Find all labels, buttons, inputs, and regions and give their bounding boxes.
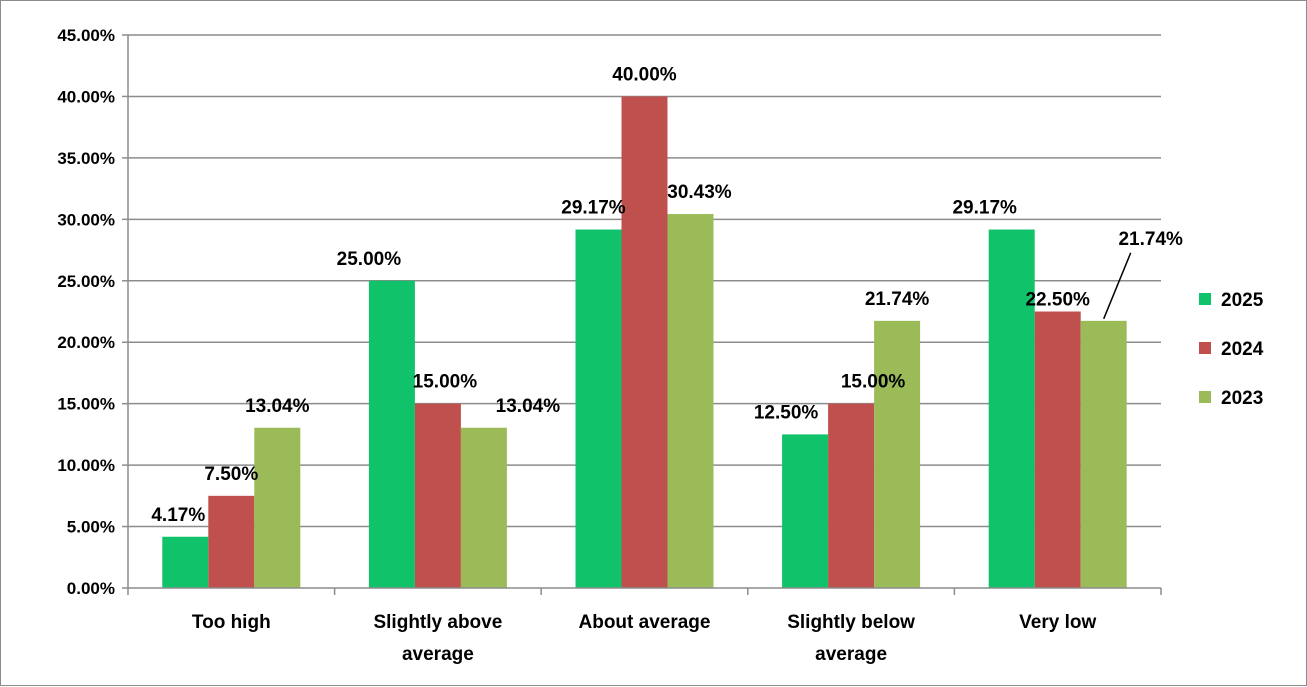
legend-label-2025: 2025 bbox=[1221, 290, 1264, 311]
bar-2025-1 bbox=[368, 280, 415, 588]
x-tick-label: Too high bbox=[192, 612, 271, 633]
legend-swatch-2024 bbox=[1199, 342, 1211, 354]
bar-2023-0 bbox=[254, 427, 301, 588]
bar-2023-4 bbox=[1080, 320, 1127, 588]
bar-2023-1 bbox=[460, 427, 507, 588]
y-tick-label: 25.00% bbox=[57, 272, 115, 291]
bar-2024-3 bbox=[828, 403, 875, 588]
y-tick-label: 35.00% bbox=[57, 149, 115, 168]
legend: 2025 2024 2023 bbox=[1199, 290, 1264, 409]
bar-2024-1 bbox=[414, 403, 461, 588]
legend-swatch-2023 bbox=[1199, 391, 1211, 403]
y-tick-label: 10.00% bbox=[57, 456, 115, 475]
data-label-2025-0: 4.17% bbox=[151, 505, 205, 526]
leader-line bbox=[1103, 252, 1132, 320]
bar-2025-3 bbox=[782, 434, 829, 588]
y-tick-label: 5.00% bbox=[67, 518, 115, 537]
data-label-2024-3: 15.00% bbox=[841, 372, 906, 393]
bar-2023-2 bbox=[667, 214, 714, 588]
data-label-2023-1: 13.04% bbox=[496, 396, 561, 417]
y-tick-label: 40.00% bbox=[57, 87, 115, 106]
y-tick-label: 30.00% bbox=[57, 210, 115, 229]
y-tick-label: 15.00% bbox=[57, 395, 115, 414]
legend-label-2023: 2023 bbox=[1221, 388, 1263, 409]
data-label-2025-3: 12.50% bbox=[754, 402, 819, 423]
x-tick-label: average bbox=[815, 644, 887, 665]
bar-2023-3 bbox=[874, 320, 921, 588]
legend-label-2024: 2024 bbox=[1221, 339, 1264, 360]
bars bbox=[162, 96, 1127, 588]
x-tick-label: average bbox=[402, 644, 474, 665]
x-tick-label: Slightly below bbox=[787, 612, 915, 633]
bar-2024-4 bbox=[1034, 311, 1081, 588]
y-tick-label: 20.00% bbox=[57, 333, 115, 352]
bar-2025-0 bbox=[162, 536, 209, 588]
data-label-2023-4: 21.74% bbox=[1118, 229, 1183, 250]
x-tick-label: About average bbox=[579, 612, 711, 633]
bar-2024-0 bbox=[208, 495, 255, 588]
bar-2024-2 bbox=[621, 96, 668, 588]
y-tick-label: 45.00% bbox=[57, 26, 115, 45]
axes: 0.00% 5.00% 10.00% 15.00% 20.00% 25.00% 30.00%… bbox=[57, 26, 1162, 665]
data-label-2025-1: 25.00% bbox=[337, 249, 402, 270]
data-label-2024-1: 15.00% bbox=[413, 372, 478, 393]
data-labels: 4.17% 7.50% 13.04% 25.00% 15.00% 13.04% 29.17%… bbox=[151, 64, 1183, 525]
data-label-2023-2: 30.43% bbox=[667, 182, 732, 203]
data-label-2025-4: 29.17% bbox=[952, 198, 1017, 219]
legend-swatch-2025 bbox=[1199, 293, 1211, 305]
data-label-2024-4: 22.50% bbox=[1025, 290, 1090, 311]
data-label-2024-2: 40.00% bbox=[612, 64, 677, 85]
y-tick-label: 0.00% bbox=[67, 579, 115, 598]
data-label-2023-0: 13.04% bbox=[245, 396, 310, 417]
x-tick-label: Slightly above bbox=[373, 612, 502, 633]
data-label-2024-0: 7.50% bbox=[204, 464, 258, 485]
x-tick-label: Very low bbox=[1019, 612, 1096, 633]
data-label-2025-2: 29.17% bbox=[561, 198, 626, 219]
bar-2025-4 bbox=[988, 229, 1035, 588]
bar-2025-2 bbox=[575, 229, 622, 588]
data-label-2023-3: 21.74% bbox=[865, 289, 930, 310]
